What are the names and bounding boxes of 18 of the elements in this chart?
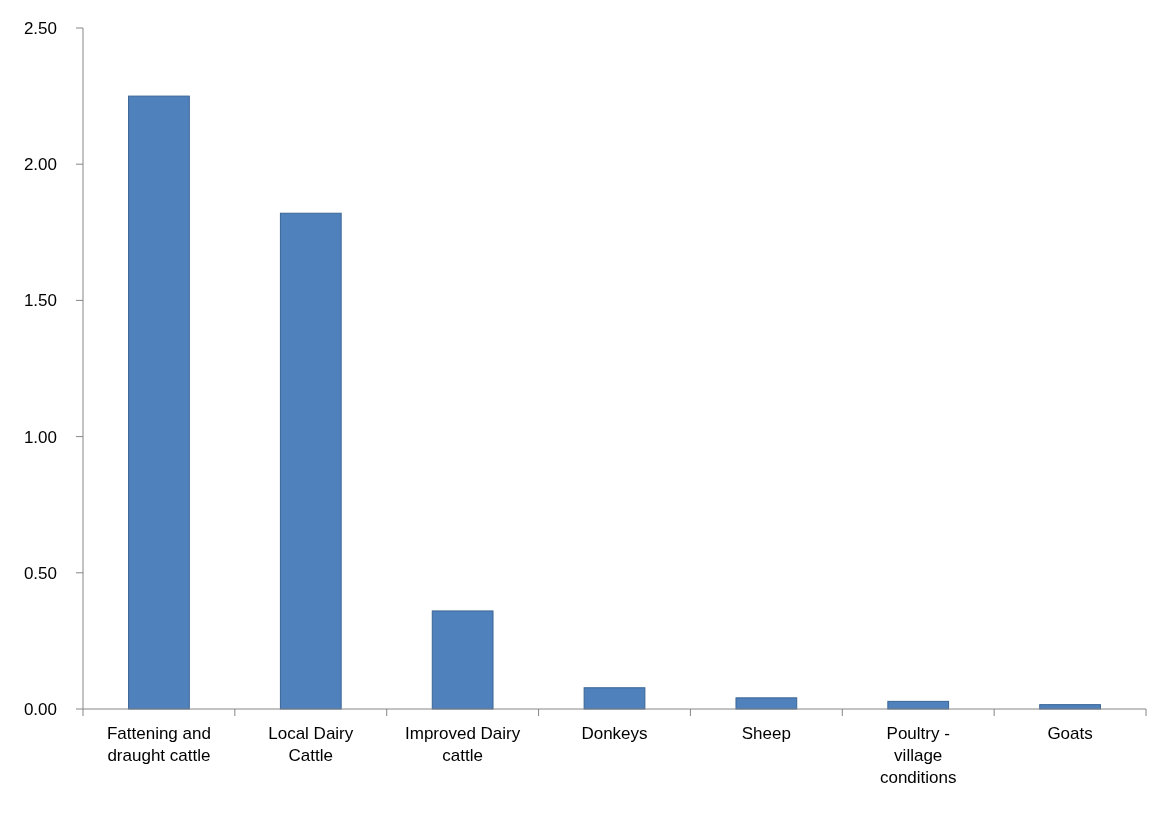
x-tick-label: Goats: [1047, 724, 1093, 743]
y-tick-label: 2.00: [23, 155, 57, 175]
bar: [431, 610, 494, 710]
y-tick-label: 1.50: [23, 291, 57, 311]
bar: [735, 697, 798, 710]
x-tick-label: Sheep: [741, 724, 791, 743]
y-tick-label: 2.50: [23, 18, 57, 38]
x-tick-label: Improved Dairy cattle: [405, 724, 521, 765]
bar: [128, 95, 190, 710]
x-tick-label: Poultry - village conditions: [879, 724, 957, 787]
bar: [583, 687, 646, 710]
y-tick-label: 0.00: [23, 699, 57, 719]
x-tick-label: Local Dairy Cattle: [268, 724, 354, 765]
x-tick-label: Donkeys: [581, 724, 648, 743]
bar: [279, 212, 342, 710]
x-tick-label: Fattening and draught cattle: [106, 724, 211, 765]
y-tick-label: 0.50: [23, 563, 57, 583]
y-tick-label: 1.00: [23, 427, 57, 447]
